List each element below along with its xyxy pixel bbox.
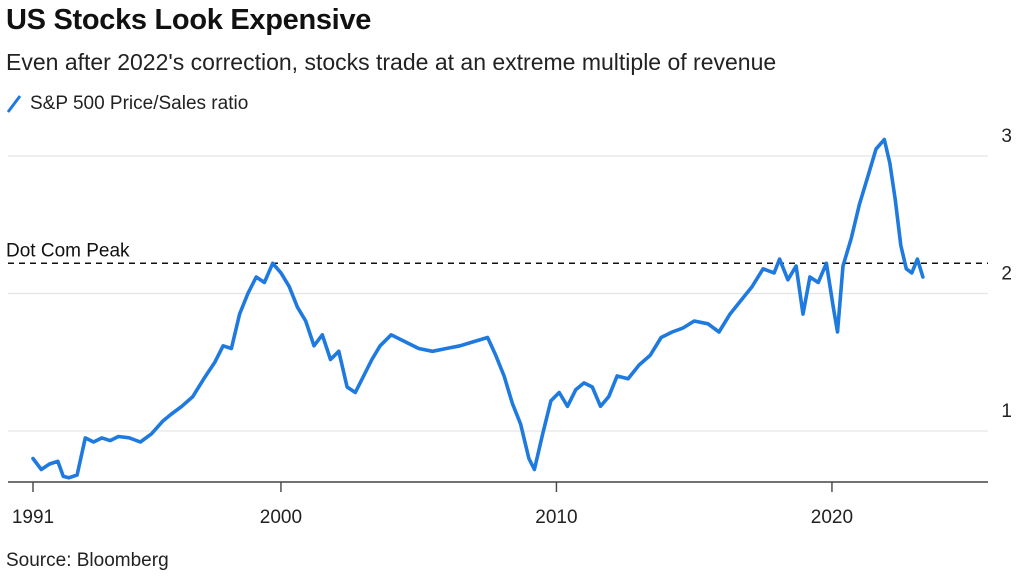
chart-subtitle: Even after 2022's correction, stocks tra… <box>6 49 777 75</box>
legend-label: S&P 500 Price/Sales ratio <box>30 93 249 114</box>
legend-swatch <box>6 95 22 113</box>
series-line-group <box>31 137 925 480</box>
reference-line-group: Dot Com Peak <box>6 240 988 265</box>
legend: S&P 500 Price/Sales ratio <box>6 93 248 115</box>
reference-line-label: Dot Com Peak <box>6 240 130 261</box>
grid-lines: 1 2 3 <box>8 126 1012 432</box>
series-line <box>31 137 925 480</box>
x-axis: 1991 2000 2010 2020 <box>8 481 988 528</box>
y-tick-label: 2 <box>1001 264 1012 285</box>
x-tick-label: 2010 <box>535 507 577 528</box>
chart-title: US Stocks Look Expensive <box>6 4 372 36</box>
x-tick-label: 1991 <box>12 507 54 528</box>
source-note: Source: Bloomberg <box>6 550 169 571</box>
x-tick-label: 2000 <box>260 507 302 528</box>
y-tick-label: 1 <box>1001 401 1012 422</box>
x-tick-label: 2020 <box>811 507 853 528</box>
y-tick-label: 3 <box>1001 126 1012 147</box>
